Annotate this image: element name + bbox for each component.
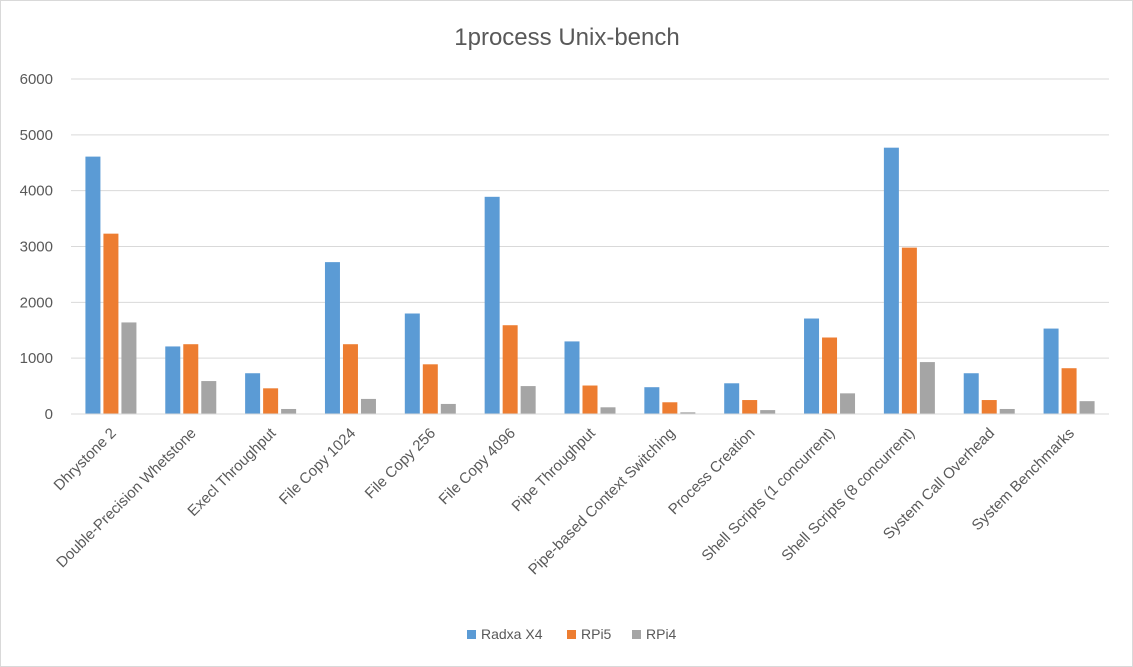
bar-rpi4 — [360, 398, 376, 414]
bar-radxa-x4 — [1043, 328, 1059, 414]
legend-swatch — [632, 630, 641, 639]
chart-title: 1process Unix-bench — [454, 24, 679, 51]
x-tick-label: Pipe-based Context Switching — [525, 425, 679, 579]
bar-radxa-x4 — [564, 341, 580, 414]
bars — [85, 147, 1095, 415]
bar-rpi4 — [600, 407, 616, 414]
x-tick-label: Double-Precision Whetstone — [53, 425, 199, 571]
bar-rpi5 — [422, 364, 438, 414]
x-tick-label: File Copy 256 — [362, 425, 439, 502]
bar-rpi4 — [520, 386, 536, 414]
legend-label: RPi4 — [646, 626, 677, 642]
y-axis-tick-labels: 0 1000 2000 3000 4000 5000 6000 — [20, 71, 53, 423]
bar-radxa-x4 — [85, 156, 101, 414]
x-tick-label: Process Creation — [665, 425, 758, 518]
bar-radxa-x4 — [324, 262, 340, 414]
x-tick-label: File Copy 4096 — [436, 425, 519, 508]
bar-rpi5 — [981, 400, 997, 414]
y-tick-label: 2000 — [20, 294, 53, 311]
bar-rpi5 — [183, 344, 199, 414]
x-tick-label: Execl Throughput — [184, 424, 280, 520]
bar-rpi5 — [901, 247, 917, 414]
legend: Radxa X4 RPi5 RPi4 — [467, 626, 677, 642]
bar-radxa-x4 — [724, 383, 740, 414]
bar-rpi5 — [1061, 368, 1077, 414]
x-tick-label: Shell Scripts (8 concurrent) — [778, 425, 918, 565]
legend-label: Radxa X4 — [481, 626, 543, 642]
bar-rpi5 — [742, 400, 758, 414]
x-tick-label: Pipe Throughput — [509, 424, 600, 515]
legend-label: RPi5 — [581, 626, 612, 642]
bar-rpi4 — [919, 362, 935, 414]
bar-rpi5 — [502, 325, 518, 414]
bar-rpi4 — [680, 412, 696, 414]
bar-radxa-x4 — [165, 346, 181, 414]
bar-rpi5 — [263, 388, 279, 414]
bar-radxa-x4 — [644, 387, 660, 414]
bar-radxa-x4 — [404, 313, 420, 414]
bar-rpi4 — [760, 410, 776, 414]
bar-rpi4 — [440, 403, 456, 414]
bar-rpi5 — [582, 385, 598, 414]
y-tick-label: 5000 — [20, 127, 53, 144]
legend-swatch — [467, 630, 476, 639]
x-tick-label: Dhrystone 2 — [51, 425, 120, 494]
y-tick-label: 1000 — [20, 350, 53, 367]
y-tick-label: 6000 — [20, 71, 53, 88]
bar-rpi4 — [201, 381, 217, 414]
bar-rpi5 — [342, 344, 358, 414]
x-tick-label: File Copy 1024 — [276, 425, 359, 508]
y-tick-label: 4000 — [20, 183, 53, 200]
bar-rpi4 — [1079, 401, 1095, 414]
bar-rpi5 — [822, 337, 838, 414]
bar-radxa-x4 — [963, 373, 979, 414]
bar-rpi4 — [840, 393, 856, 414]
gridlines — [71, 78, 1109, 359]
bar-rpi5 — [662, 402, 678, 414]
bar-rpi5 — [103, 233, 119, 414]
y-tick-label: 3000 — [20, 239, 53, 256]
bar-rpi4 — [281, 408, 297, 414]
legend-swatch — [567, 630, 576, 639]
bar-rpi4 — [999, 408, 1015, 414]
bar-radxa-x4 — [804, 318, 820, 414]
bar-radxa-x4 — [883, 147, 899, 415]
bar-radxa-x4 — [245, 373, 261, 414]
x-tick-label: Shell Scripts (1 concurrent) — [698, 425, 838, 565]
bar-rpi4 — [121, 322, 137, 414]
bar-radxa-x4 — [484, 196, 500, 414]
y-tick-label: 0 — [45, 406, 53, 423]
